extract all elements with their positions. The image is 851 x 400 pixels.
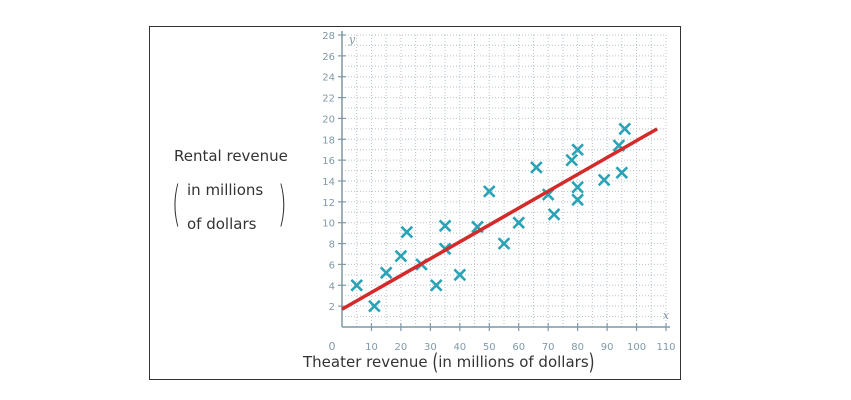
y-axis-label-paren-line2: of dollars: [187, 215, 257, 233]
y-tick-label: 14: [322, 177, 335, 188]
data-point: [429, 278, 443, 292]
y-axis-label-paren-line1: in millions: [187, 181, 264, 199]
y-tick-label: 2: [329, 302, 335, 313]
x-tick-label: 40: [453, 342, 466, 353]
y-tick-label: 10: [322, 219, 335, 230]
data-point: [571, 143, 584, 157]
data-point: [618, 122, 632, 136]
x-tick-label: 20: [395, 342, 408, 353]
y-axis-letter: y: [348, 33, 356, 46]
x-axis-letter: x: [663, 309, 670, 322]
data-point: [379, 266, 393, 280]
y-tick-label: 24: [322, 73, 335, 84]
origin-label: 0: [329, 340, 336, 353]
x-tick-label: 90: [601, 342, 614, 353]
x-tick-label: 10: [365, 342, 378, 353]
x-axis-label: Theater revenue (in millions of dollars): [303, 349, 595, 376]
data-point: [512, 216, 526, 230]
x-tick-label: 110: [656, 342, 675, 353]
scatter-plot: 10 20 30 40 50 60 70 80 90 100 1102468101214161820…: [322, 31, 676, 353]
y-tick-label: 18: [322, 135, 335, 146]
y-tick-label: 4: [329, 281, 335, 292]
x-tick-label: 70: [542, 342, 555, 353]
data-point: [368, 299, 381, 313]
y-tick-label: 8: [329, 240, 335, 251]
data-point: [453, 268, 467, 282]
y-axis-label-open-paren: (: [172, 178, 181, 233]
x-tick-label: 30: [424, 342, 437, 353]
data-point: [394, 249, 408, 263]
data-point: [400, 225, 414, 239]
x-axis-label-main: Theater revenue: [303, 353, 428, 371]
data-point: [615, 166, 629, 179]
trend-line: [341, 127, 659, 311]
y-tick-label: 26: [322, 52, 335, 63]
data-point: [438, 219, 452, 233]
x-tick-label: 50: [483, 342, 496, 353]
data-point: [547, 208, 561, 221]
data-point: [571, 193, 584, 207]
x-axis-label-open-paren: (: [432, 348, 439, 376]
x-tick-label: 60: [512, 342, 525, 353]
data-point: [482, 185, 496, 198]
data-point: [565, 153, 579, 167]
x-axis-label-paren-text: in millions of dollars: [438, 353, 589, 371]
x-tick-label: 100: [627, 342, 646, 353]
y-tick-label: 6: [329, 260, 335, 271]
chart-frame: 10 20 30 40 50 60 70 80 90 100 110 2 4 6 8 10 12 14 16 18 20…: [149, 26, 681, 380]
x-tick-label: 80: [571, 342, 584, 353]
y-tick-label: 16: [322, 156, 335, 167]
y-axis-label-main: Rental revenue: [174, 147, 288, 165]
data-point: [530, 161, 543, 174]
data-point: [497, 237, 511, 250]
y-axis-label-close-paren: ): [278, 178, 287, 233]
y-tick-label: 22: [322, 94, 335, 105]
y-tick-label: 20: [322, 114, 335, 125]
y-tick-label: 28: [322, 31, 335, 42]
y-tick-label: 12: [322, 198, 335, 209]
data-point: [597, 173, 611, 187]
data-point: [350, 278, 364, 292]
x-axis-label-close-paren: ): [588, 348, 595, 376]
data-point: [571, 180, 584, 194]
